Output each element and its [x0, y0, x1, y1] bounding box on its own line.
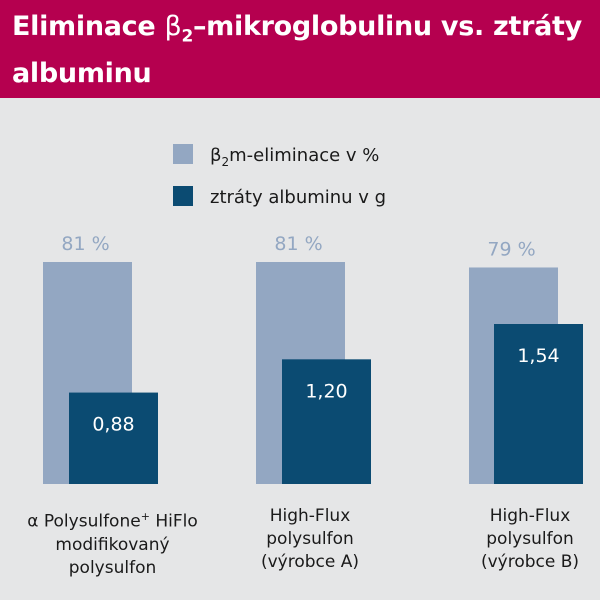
legend-swatch-2 [173, 186, 193, 206]
legend-label-2: ztráty albuminu v g [210, 187, 386, 208]
legend-swatch-1 [173, 144, 193, 164]
bar-albumin-loss-1 [69, 392, 158, 484]
bar-albumin-loss-3 [494, 324, 583, 484]
chart-header: Eliminace β2–mikroglobulinu vs. ztráty a… [0, 0, 600, 98]
legend-label-1: β2m-eliminace v % [210, 145, 379, 169]
category-label-1: α Polysulfone+ HiFlo modifikovaný polysu… [27, 510, 198, 578]
value-label-elimination-2: 81 % [274, 233, 322, 255]
value-label-albumin-loss-2: 1,20 [305, 380, 347, 402]
value-label-elimination-1: 81 % [61, 233, 109, 255]
category-label-3: High-Flux polysulfon (výrobce B) [480, 506, 580, 572]
category-label-2: High-Flux polysulfon (výrobce A) [260, 506, 360, 572]
chart-title: Eliminace β2–mikroglobulinu vs. ztráty a… [12, 11, 582, 90]
value-label-albumin-loss-3: 1,54 [517, 345, 559, 367]
value-label-albumin-loss-1: 0,88 [92, 414, 134, 436]
value-label-elimination-3: 79 % [487, 238, 535, 260]
bar-albumin-loss-2 [282, 359, 371, 484]
